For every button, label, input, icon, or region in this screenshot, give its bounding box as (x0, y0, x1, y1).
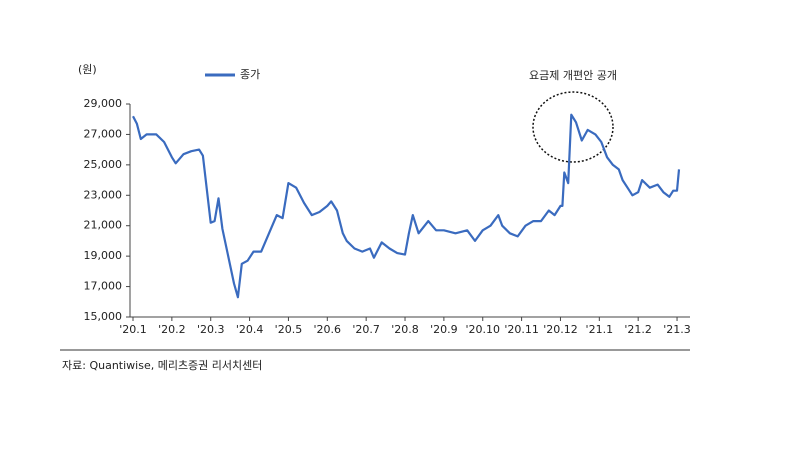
x-tick-label: '21.2 (624, 323, 652, 336)
y-tick-label: 15,000 (84, 310, 123, 323)
y-tick-label: 21,000 (84, 219, 123, 232)
y-tick-label: 25,000 (84, 158, 123, 171)
x-tick-label: '21.3 (663, 323, 691, 336)
y-tick-label: 17,000 (84, 280, 123, 293)
x-tick-label: '20.11 (504, 323, 539, 336)
unit-label: (원) (78, 63, 97, 76)
x-tick-label: '20.4 (236, 323, 264, 336)
x-tick-label: '20.5 (275, 323, 303, 336)
x-tick-label: '20.10 (465, 323, 500, 336)
x-tick-label: '20.9 (430, 323, 458, 336)
y-tick-label: 19,000 (84, 249, 123, 262)
y-tick-label: 27,000 (84, 127, 123, 140)
price-line (132, 113, 681, 299)
legend-label: 종가 (240, 68, 260, 81)
x-tick-label: '20.12 (543, 323, 578, 336)
x-tick-label: '20.3 (197, 323, 225, 336)
annotation: 요금제 개편안 공개 (529, 69, 617, 82)
x-tick-label: '20.7 (352, 323, 380, 336)
y-tick-label: 29,000 (84, 97, 123, 110)
annotation-circle (532, 91, 614, 163)
x-tick-label: '20.2 (158, 323, 186, 336)
x-tick-label: '21.1 (586, 323, 614, 336)
source: 자료: Quantiwise, 메리츠증권 리서치센터 (62, 359, 262, 372)
x-tick-label: '20.6 (314, 323, 342, 336)
x-tick-label: '20.8 (391, 323, 419, 336)
x-tick-label: '20.1 (119, 323, 147, 336)
y-tick-label: 23,000 (84, 188, 123, 201)
